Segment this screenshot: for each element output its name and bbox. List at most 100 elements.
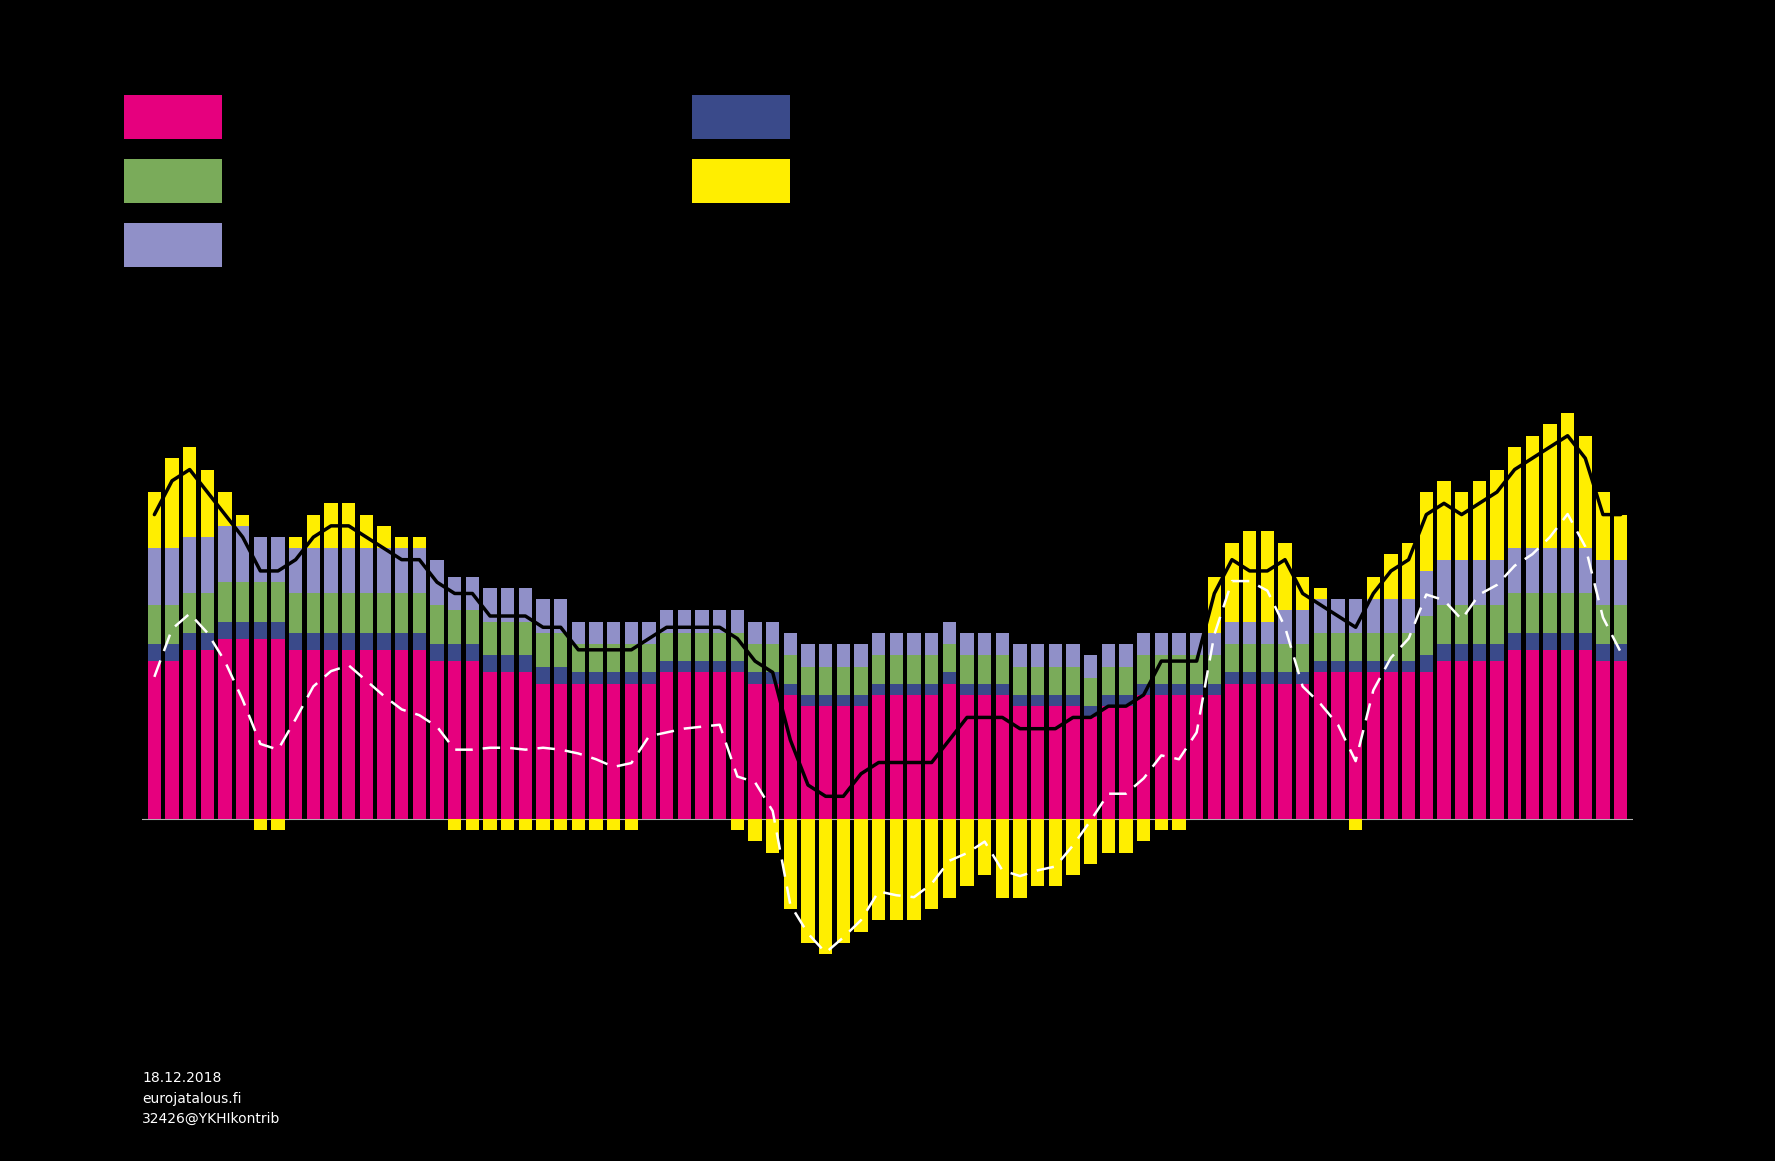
Bar bbox=[183, 650, 197, 819]
Bar bbox=[836, 666, 850, 695]
Bar bbox=[307, 514, 320, 548]
Bar bbox=[785, 633, 797, 656]
Bar bbox=[1296, 684, 1310, 819]
Bar bbox=[289, 538, 302, 548]
Bar bbox=[1331, 633, 1345, 661]
Bar bbox=[1296, 644, 1310, 672]
Bar bbox=[1367, 577, 1379, 599]
Bar bbox=[518, 587, 532, 621]
Bar bbox=[1242, 532, 1257, 621]
Bar bbox=[836, 706, 850, 819]
Bar bbox=[589, 644, 604, 672]
Bar bbox=[447, 611, 462, 644]
Bar bbox=[1120, 666, 1132, 695]
Bar bbox=[1491, 560, 1503, 605]
Bar bbox=[607, 644, 619, 672]
Bar bbox=[430, 560, 444, 605]
Bar bbox=[1456, 492, 1468, 560]
Bar bbox=[378, 650, 390, 819]
Bar bbox=[1402, 661, 1415, 672]
Bar bbox=[236, 621, 249, 639]
Bar bbox=[254, 582, 266, 621]
Bar bbox=[1613, 605, 1628, 644]
Bar bbox=[714, 672, 726, 819]
Bar bbox=[1526, 548, 1539, 593]
Bar bbox=[1225, 684, 1239, 819]
Bar bbox=[660, 661, 673, 672]
Bar bbox=[1384, 633, 1397, 661]
Bar bbox=[360, 548, 373, 593]
Bar bbox=[801, 644, 815, 666]
Bar bbox=[696, 672, 708, 819]
Bar bbox=[465, 644, 479, 661]
Bar bbox=[254, 639, 266, 819]
Bar bbox=[378, 593, 390, 633]
Bar bbox=[625, 684, 637, 819]
Bar bbox=[1402, 672, 1415, 819]
Bar bbox=[1456, 605, 1468, 644]
Bar bbox=[1156, 656, 1168, 684]
Bar bbox=[1207, 684, 1221, 695]
Bar bbox=[1349, 819, 1361, 830]
Bar bbox=[872, 656, 886, 684]
Bar bbox=[660, 633, 673, 661]
Bar bbox=[1242, 684, 1257, 819]
Bar bbox=[1438, 605, 1450, 644]
Bar bbox=[1491, 469, 1503, 560]
Bar bbox=[749, 644, 761, 672]
Bar bbox=[1278, 543, 1292, 611]
Bar bbox=[1349, 672, 1361, 819]
Bar bbox=[1156, 633, 1168, 656]
Bar bbox=[343, 650, 355, 819]
Bar bbox=[925, 819, 939, 909]
Bar bbox=[1138, 656, 1150, 684]
Bar bbox=[1172, 684, 1186, 695]
Bar bbox=[785, 656, 797, 684]
Bar bbox=[1207, 577, 1221, 633]
Bar bbox=[1189, 684, 1203, 695]
Bar bbox=[836, 819, 850, 943]
Bar bbox=[731, 661, 744, 672]
Bar bbox=[1473, 661, 1486, 819]
Bar bbox=[1402, 633, 1415, 661]
Bar bbox=[1156, 819, 1168, 830]
Bar bbox=[1031, 819, 1044, 887]
Bar bbox=[307, 593, 320, 633]
Bar bbox=[501, 656, 515, 672]
Bar bbox=[1456, 644, 1468, 661]
Bar bbox=[1049, 695, 1061, 706]
Bar bbox=[678, 672, 690, 819]
Bar bbox=[943, 621, 957, 644]
Bar bbox=[767, 644, 779, 672]
Bar bbox=[1225, 621, 1239, 644]
Bar bbox=[165, 605, 179, 644]
Bar bbox=[785, 695, 797, 819]
Bar bbox=[978, 633, 990, 656]
Bar bbox=[465, 577, 479, 611]
Bar bbox=[1596, 560, 1610, 605]
Bar bbox=[360, 650, 373, 819]
Bar bbox=[1067, 666, 1079, 695]
Bar bbox=[1278, 611, 1292, 644]
Bar bbox=[1473, 644, 1486, 661]
Bar bbox=[1526, 650, 1539, 819]
Bar bbox=[925, 684, 939, 695]
Bar bbox=[483, 587, 497, 621]
Bar bbox=[1438, 661, 1450, 819]
Bar bbox=[907, 633, 921, 656]
Bar bbox=[430, 605, 444, 644]
Bar bbox=[201, 593, 215, 633]
Bar bbox=[1207, 633, 1221, 656]
Bar bbox=[536, 684, 550, 819]
Bar bbox=[607, 672, 619, 684]
Bar bbox=[272, 582, 284, 621]
Bar bbox=[1596, 644, 1610, 661]
Bar bbox=[1156, 684, 1168, 695]
Bar bbox=[165, 644, 179, 661]
Bar bbox=[325, 504, 337, 548]
Bar bbox=[1031, 666, 1044, 695]
Bar bbox=[1542, 650, 1557, 819]
Bar bbox=[607, 684, 619, 819]
Bar bbox=[818, 666, 832, 695]
Bar bbox=[854, 706, 868, 819]
